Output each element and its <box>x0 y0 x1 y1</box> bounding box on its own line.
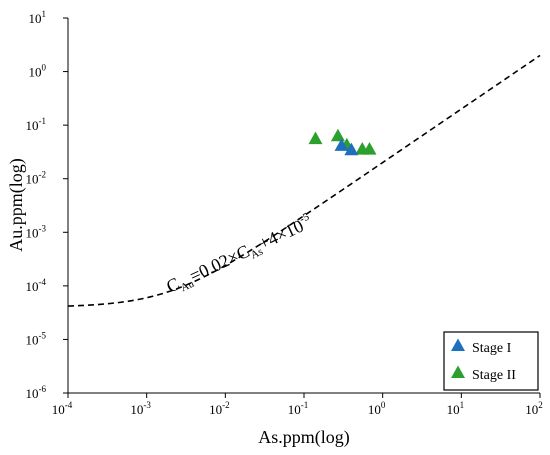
x-axis-label: As.ppm(log) <box>258 427 350 448</box>
x-tick-label: 101 <box>447 400 465 417</box>
reference-line-label: CAu=0.02×CAs+4×10-5 <box>163 211 317 300</box>
x-tick-label: 10-1 <box>288 400 309 417</box>
data-point-stage-2 <box>308 131 323 145</box>
x-tick-label: 10-2 <box>209 400 230 417</box>
x-tick-label: 102 <box>525 400 543 417</box>
y-tick-label: 10-4 <box>26 277 47 294</box>
y-tick-label: 10-1 <box>26 116 47 133</box>
y-tick-label: 101 <box>29 9 47 26</box>
legend-label-stage-1: Stage I <box>472 341 512 356</box>
data-point-stage-2 <box>330 128 345 142</box>
data-point-stage-1 <box>334 138 349 151</box>
reference-line <box>67 54 541 307</box>
y-tick-label: 10-2 <box>26 170 47 187</box>
legend-marker-stage-1 <box>451 338 465 352</box>
x-tick-label: 100 <box>368 400 386 417</box>
x-tick-label: 10-3 <box>130 400 151 417</box>
y-ticks: 10-6 10-5 10-4 10-3 10-2 10-1 100 101 <box>26 9 68 401</box>
y-tick-label: 10-6 <box>26 384 47 401</box>
legend: Stage I Stage II <box>443 331 539 391</box>
x-tick-label: 10-4 <box>52 400 73 417</box>
legend-label-stage-2: Stage II <box>472 368 516 383</box>
legend-marker-stage-2 <box>451 365 465 379</box>
legend-box <box>443 331 539 391</box>
x-ticks: 10-4 10-3 10-2 10-1 100 101 102 <box>52 393 543 417</box>
y-tick-label: 10-5 <box>26 330 47 347</box>
y-tick-label: 100 <box>29 63 47 80</box>
y-tick-label: 10-3 <box>26 223 47 240</box>
data-point-stage-2 <box>362 142 377 155</box>
data-point-stage-1 <box>344 142 359 156</box>
data-points <box>308 128 377 156</box>
y-axis-label: Au.ppm(log) <box>6 158 27 252</box>
